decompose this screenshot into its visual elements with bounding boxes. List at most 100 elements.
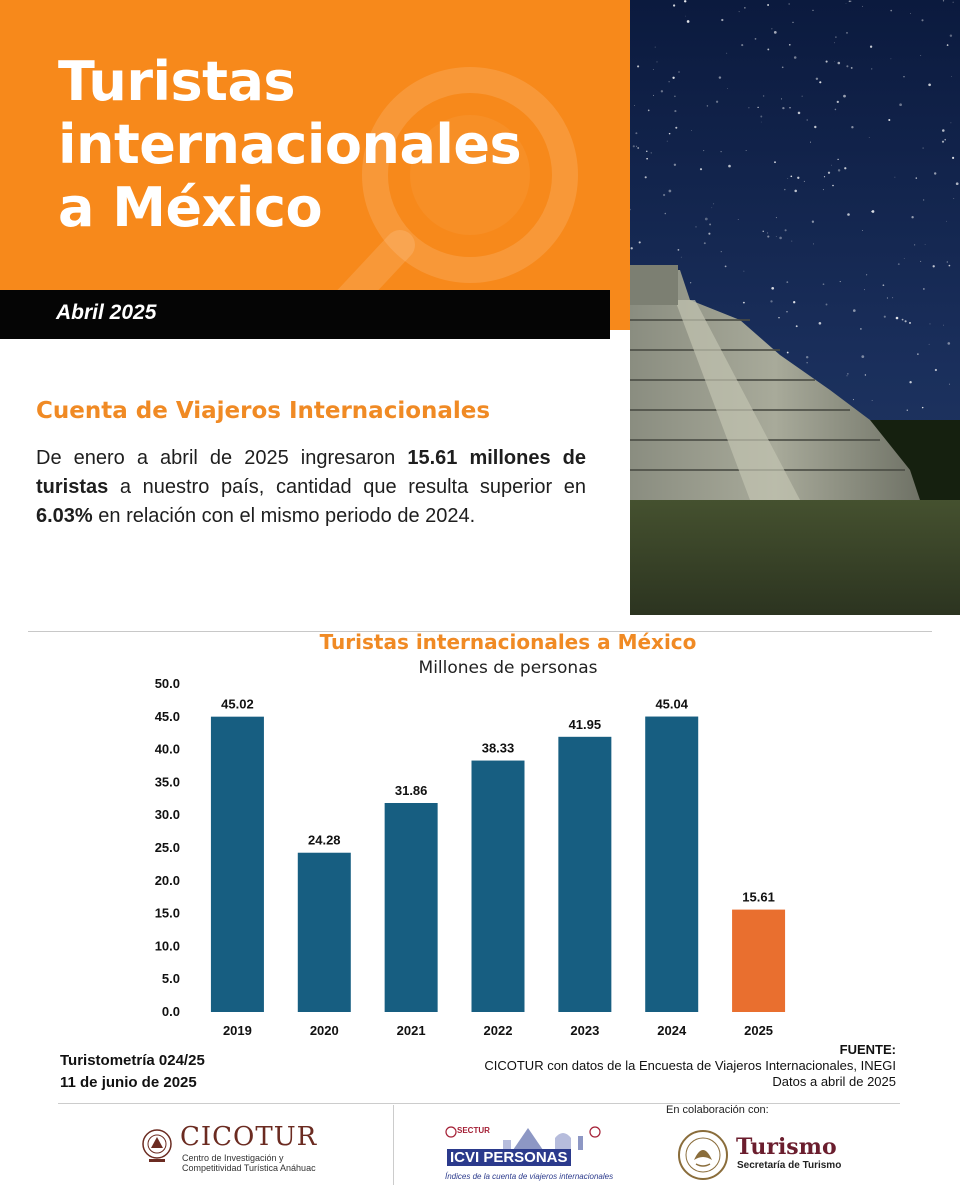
star	[897, 263, 900, 265]
star	[741, 44, 744, 47]
star	[951, 75, 953, 77]
star	[890, 58, 892, 60]
star	[913, 244, 916, 246]
star	[946, 220, 947, 222]
star	[922, 199, 925, 201]
anahuac-seal-icon	[142, 1129, 172, 1162]
star	[727, 87, 728, 89]
star	[773, 31, 777, 34]
star	[852, 399, 854, 401]
star	[871, 210, 875, 213]
icvi-sectur-label: SECTUR	[457, 1126, 490, 1135]
star	[677, 249, 680, 251]
star	[942, 0, 945, 2]
page-title: Turistas internacionales a México	[58, 50, 598, 239]
star	[834, 42, 835, 44]
y-tick-label: 50.0	[155, 676, 180, 691]
mexico-eagle-seal-icon	[678, 1130, 728, 1180]
star	[882, 284, 885, 287]
section-heading: Cuenta de Viajeros Internacionales	[36, 398, 491, 424]
star	[836, 100, 839, 104]
star	[860, 328, 862, 330]
star	[920, 55, 922, 57]
bar-2023	[558, 736, 612, 1012]
star	[803, 180, 805, 182]
star	[767, 232, 769, 234]
star	[674, 95, 676, 98]
star	[788, 43, 791, 46]
star	[952, 156, 955, 159]
star	[691, 130, 692, 132]
star	[848, 0, 851, 3]
summary-paragraph: De enero a abril de 2025 ingresaron 15.6…	[36, 444, 586, 531]
star	[906, 409, 909, 411]
source-line: Datos a abril de 2025	[772, 1074, 896, 1089]
summary-text: a nuestro país, cantidad que resulta sup…	[108, 476, 586, 498]
star	[949, 34, 953, 37]
report-id: Turistometría 024/25	[60, 1052, 205, 1069]
star	[834, 108, 837, 111]
source-note: FUENTE: CICOTUR con datos de la Encuesta…	[484, 1042, 896, 1090]
star	[861, 355, 865, 358]
star	[781, 66, 784, 69]
icvi-logo: SECTUR ICVI PERSONAS Índices de la cuent…	[443, 1124, 613, 1184]
star	[834, 60, 835, 62]
star	[757, 106, 759, 109]
star	[637, 65, 640, 68]
star	[929, 323, 931, 325]
divider	[393, 1105, 394, 1185]
bar-2020	[297, 852, 351, 1012]
y-tick-label: 25.0	[155, 840, 180, 855]
star	[654, 46, 656, 48]
star	[901, 318, 904, 321]
star	[851, 126, 854, 129]
star	[680, 256, 682, 258]
star	[685, 15, 687, 17]
star	[822, 283, 825, 286]
data-label: 45.02	[221, 697, 254, 712]
star	[811, 220, 815, 223]
star	[921, 406, 924, 409]
star	[653, 94, 654, 96]
star	[845, 2, 847, 4]
star	[784, 229, 787, 232]
y-tick-label: 0.0	[162, 1004, 180, 1019]
star	[636, 145, 637, 147]
title-line: Turistas	[58, 50, 296, 113]
star	[832, 184, 834, 187]
star	[767, 235, 770, 238]
star	[780, 98, 783, 100]
star	[890, 9, 893, 12]
star	[946, 44, 949, 46]
star	[792, 21, 794, 24]
star	[921, 19, 924, 22]
star	[944, 138, 946, 141]
star	[771, 28, 773, 30]
star	[767, 48, 770, 51]
star	[774, 161, 776, 164]
star	[871, 400, 873, 401]
star	[846, 375, 848, 377]
source-line: CICOTUR con datos de la Encuesta de Viaj…	[484, 1058, 896, 1073]
star	[899, 103, 902, 107]
star	[647, 109, 650, 112]
star	[850, 66, 853, 69]
star	[915, 177, 918, 179]
star	[815, 77, 819, 81]
title-line: internacionales	[58, 113, 522, 176]
star	[862, 230, 863, 232]
data-label: 38.33	[482, 741, 515, 756]
star	[666, 140, 668, 142]
star	[760, 121, 762, 123]
bar-2019	[210, 716, 264, 1012]
source-label: FUENTE:	[839, 1042, 896, 1057]
star	[728, 164, 731, 168]
star	[708, 232, 711, 235]
star	[933, 172, 937, 175]
chart-subtitle: Millones de personas	[418, 658, 598, 678]
star	[955, 182, 959, 186]
star	[928, 83, 931, 87]
star	[745, 150, 747, 151]
star	[924, 244, 926, 245]
x-tick-label: 2021	[397, 1023, 426, 1038]
